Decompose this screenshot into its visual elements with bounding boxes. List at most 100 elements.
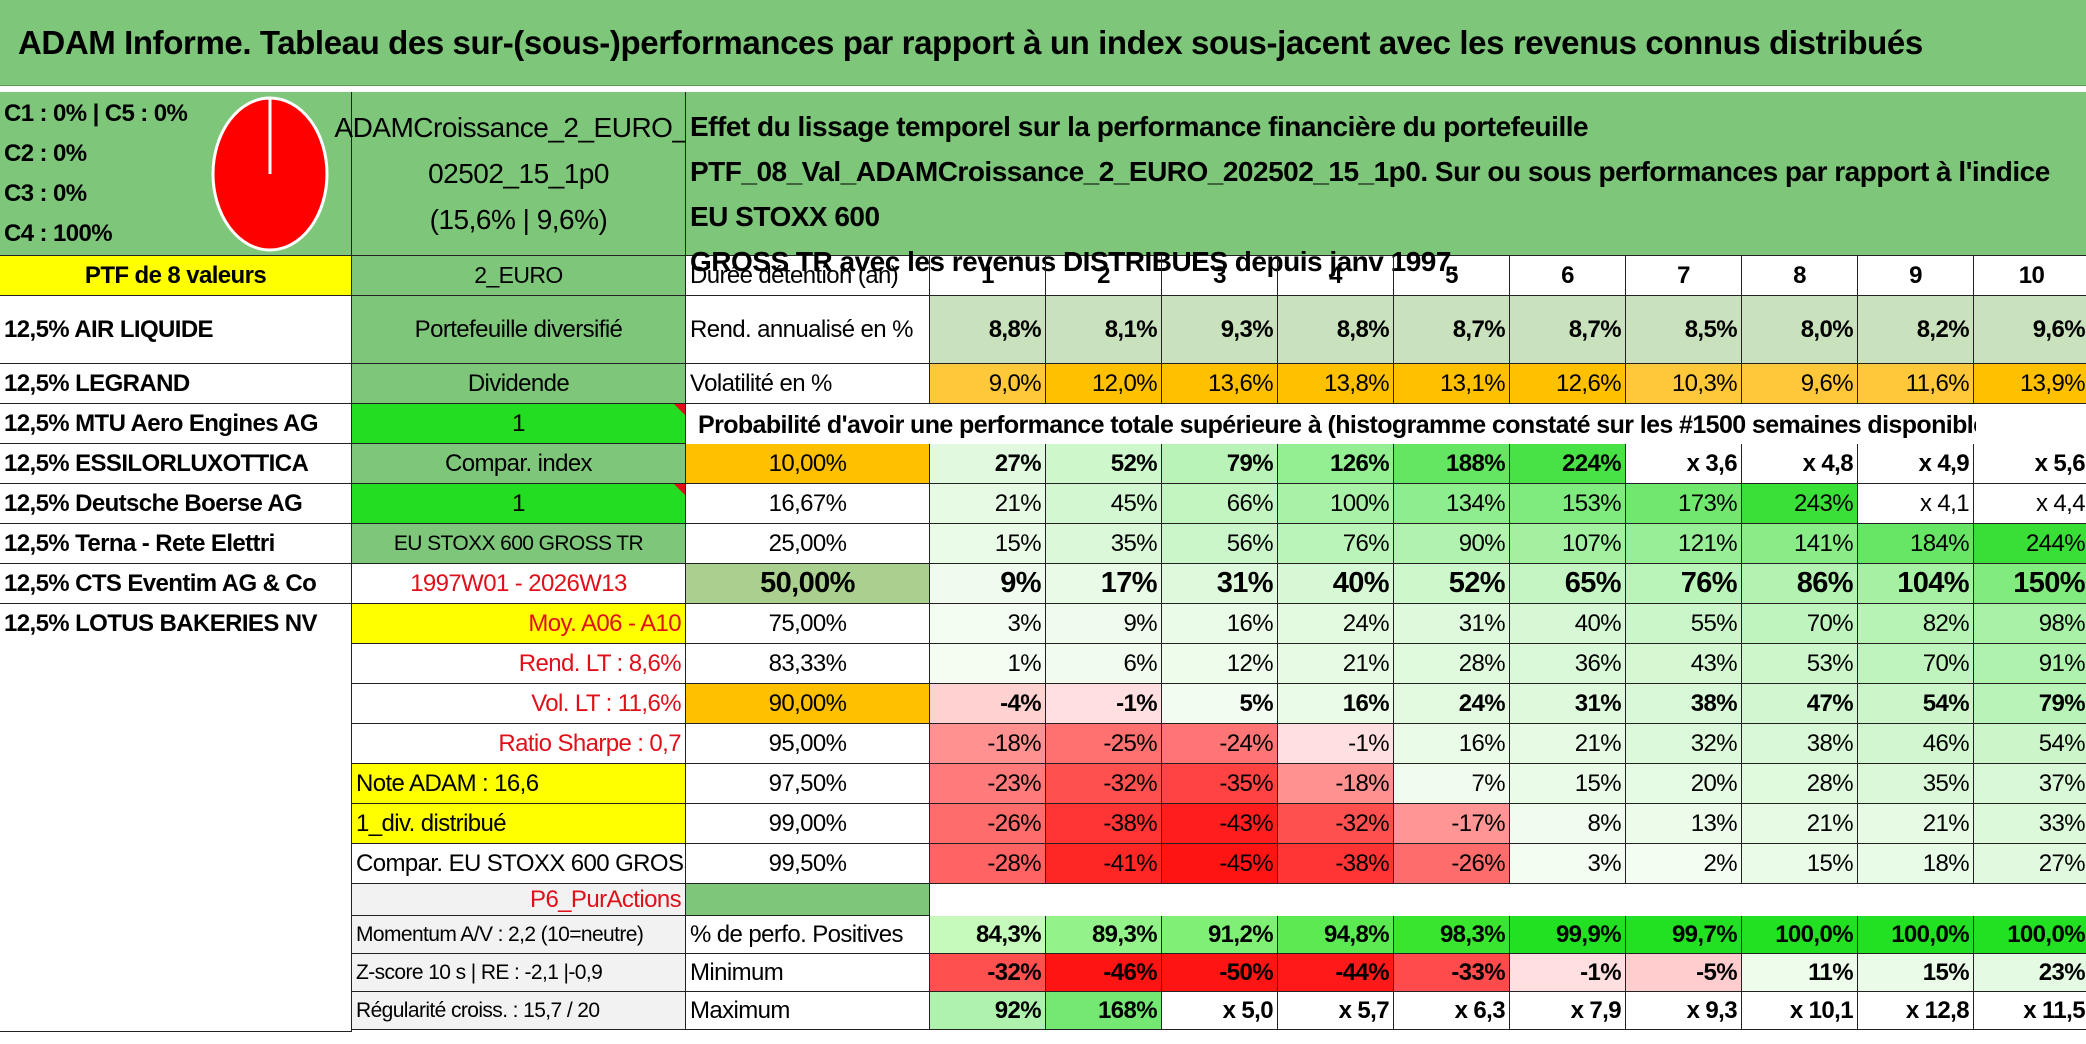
quantile-cell: 86%	[1742, 564, 1858, 604]
quantile-cell: 35%	[1858, 764, 1974, 804]
quantile-cell: -25%	[1046, 724, 1162, 764]
max-cell: x 6,3	[1394, 992, 1510, 1030]
max-cell: x 7,9	[1510, 992, 1626, 1030]
quantile-cell: 188%	[1394, 444, 1510, 484]
quantile-cell: 21%	[1742, 804, 1858, 844]
quantile-cell: 15%	[1742, 844, 1858, 884]
quantile-cell: 16%	[1278, 684, 1394, 724]
sharpe-ratio: Ratio Sharpe : 0,7	[352, 724, 686, 764]
quantile-cell: 32%	[1626, 724, 1742, 764]
quantile-label: 25,00%	[686, 524, 930, 564]
compar-index-input[interactable]: 1	[352, 484, 686, 524]
quantile-cell: 52%	[1046, 444, 1162, 484]
quantile-cell: 184%	[1858, 524, 1974, 564]
quantile-cell: 12%	[1162, 644, 1278, 684]
return-label: Rend. annualisé en %	[686, 296, 930, 364]
quantile-cell: 16%	[1162, 604, 1278, 644]
quantile-cell: 150%	[1974, 564, 2086, 604]
quantile-label: 10,00%	[686, 444, 930, 484]
quantile-cell: 16%	[1394, 724, 1510, 764]
volatility-cell: 11,6%	[1858, 364, 1974, 404]
quantile-cell: 21%	[1858, 804, 1974, 844]
quantile-cell: 107%	[1510, 524, 1626, 564]
pos-cell: 99,7%	[1626, 916, 1742, 954]
quantile-cell: 126%	[1278, 444, 1394, 484]
quantile-cell: x 3,6	[1626, 444, 1742, 484]
quantile-cell: 40%	[1278, 564, 1394, 604]
legend-line: C1 : 0% | C5 : 0%	[4, 100, 188, 127]
quantile-cell: -28%	[930, 844, 1046, 884]
pos-cell: 94,8%	[1278, 916, 1394, 954]
quantile-cell: 18%	[1858, 844, 1974, 884]
currency-label: 2_EURO	[352, 256, 686, 296]
portfolio-name-line: 02502_15_1p0	[428, 157, 609, 189]
quantile-cell: 54%	[1974, 724, 2086, 764]
quantile-cell: 1%	[930, 644, 1046, 684]
dividend-input[interactable]: 1	[352, 404, 686, 444]
quantile-cell: 8%	[1510, 804, 1626, 844]
year-header: 2	[1046, 256, 1162, 296]
quantile-cell: 173%	[1626, 484, 1742, 524]
quantile-cell: -4%	[930, 684, 1046, 724]
quantile-cell: 7%	[1394, 764, 1510, 804]
quantile-cell: 15%	[1510, 764, 1626, 804]
quantile-cell: x 5,6	[1974, 444, 2086, 484]
dividend-label: Dividende	[352, 364, 686, 404]
return-cell: 8,8%	[930, 296, 1046, 364]
quantile-cell: 82%	[1858, 604, 1974, 644]
quantile-cell: 90%	[1394, 524, 1510, 564]
quantile-cell: 6%	[1046, 644, 1162, 684]
holding-item: 12,5% MTU Aero Engines AG	[0, 404, 352, 444]
index-name: EU STOXX 600 GROSS TR	[352, 524, 686, 564]
quantile-cell: x 4,9	[1858, 444, 1974, 484]
quantile-cell: -1%	[1278, 724, 1394, 764]
comparison-index: Compar. EU STOXX 600 GROSS TR	[352, 844, 686, 884]
return-cell: 8,7%	[1394, 296, 1510, 364]
quantile-cell: 31%	[1510, 684, 1626, 724]
quantile-cell: 46%	[1858, 724, 1974, 764]
quantile-cell: -26%	[1394, 844, 1510, 884]
volatility-cell: 10,3%	[1626, 364, 1742, 404]
max-cell: x 11,5	[1974, 992, 2086, 1030]
z-score: Z-score 10 s | RE : -2,1 |-0,9	[352, 954, 686, 992]
min-cell: -33%	[1394, 954, 1510, 992]
quantile-cell: 28%	[1394, 644, 1510, 684]
holding-item: 12,5% LOTUS BAKERIES NV	[0, 604, 352, 644]
probability-title: Probabilité d'avoir une performance tota…	[686, 407, 1976, 445]
average-label: Moy. A06 - A10	[352, 604, 686, 644]
return-cell: 8,7%	[1510, 296, 1626, 364]
quantile-cell: 100%	[1278, 484, 1394, 524]
quantile-cell: -18%	[930, 724, 1046, 764]
category-label: P6_PurActions	[352, 884, 686, 916]
quantile-cell: -35%	[1162, 764, 1278, 804]
pos-cell: 91,2%	[1162, 916, 1278, 954]
return-cell: 8,2%	[1858, 296, 1974, 364]
portfolio-type: Portefeuille diversifié	[352, 296, 686, 364]
quantile-cell: 17%	[1046, 564, 1162, 604]
max-cell: x 5,0	[1162, 992, 1278, 1030]
growth-regularity: Régularité croiss. : 15,7 / 20	[352, 992, 686, 1030]
quantile-cell: 55%	[1626, 604, 1742, 644]
page-title: ADAM Informe. Tableau des sur-(sous-)per…	[0, 0, 2086, 86]
quantile-cell: 36%	[1510, 644, 1626, 684]
volatility-cell: 12,6%	[1510, 364, 1626, 404]
quantile-cell: 31%	[1394, 604, 1510, 644]
pos-cell: 98,3%	[1394, 916, 1510, 954]
year-header: 10	[1974, 256, 2086, 296]
min-cell: -46%	[1046, 954, 1162, 992]
quantile-label: 90,00%	[686, 684, 930, 724]
volatility-cell: 13,6%	[1162, 364, 1278, 404]
pos-cell: 100,0%	[1742, 916, 1858, 954]
quantile-cell: 79%	[1162, 444, 1278, 484]
return-cell: 9,6%	[1974, 296, 2086, 364]
min-cell: -1%	[1510, 954, 1626, 992]
holdings-header: PTF de 8 valeurs	[0, 256, 352, 296]
max-cell: 92%	[930, 992, 1046, 1030]
return-cell: 9,3%	[1162, 296, 1278, 364]
portfolio-name-box: ADAMCroissance_2_EURO_2 02502_15_1p0 (15…	[334, 92, 703, 256]
quantile-cell: 9%	[930, 564, 1046, 604]
max-cell: x 12,8	[1858, 992, 1974, 1030]
return-cell: 8,0%	[1742, 296, 1858, 364]
quantile-cell: 224%	[1510, 444, 1626, 484]
quantile-cell: 65%	[1510, 564, 1626, 604]
